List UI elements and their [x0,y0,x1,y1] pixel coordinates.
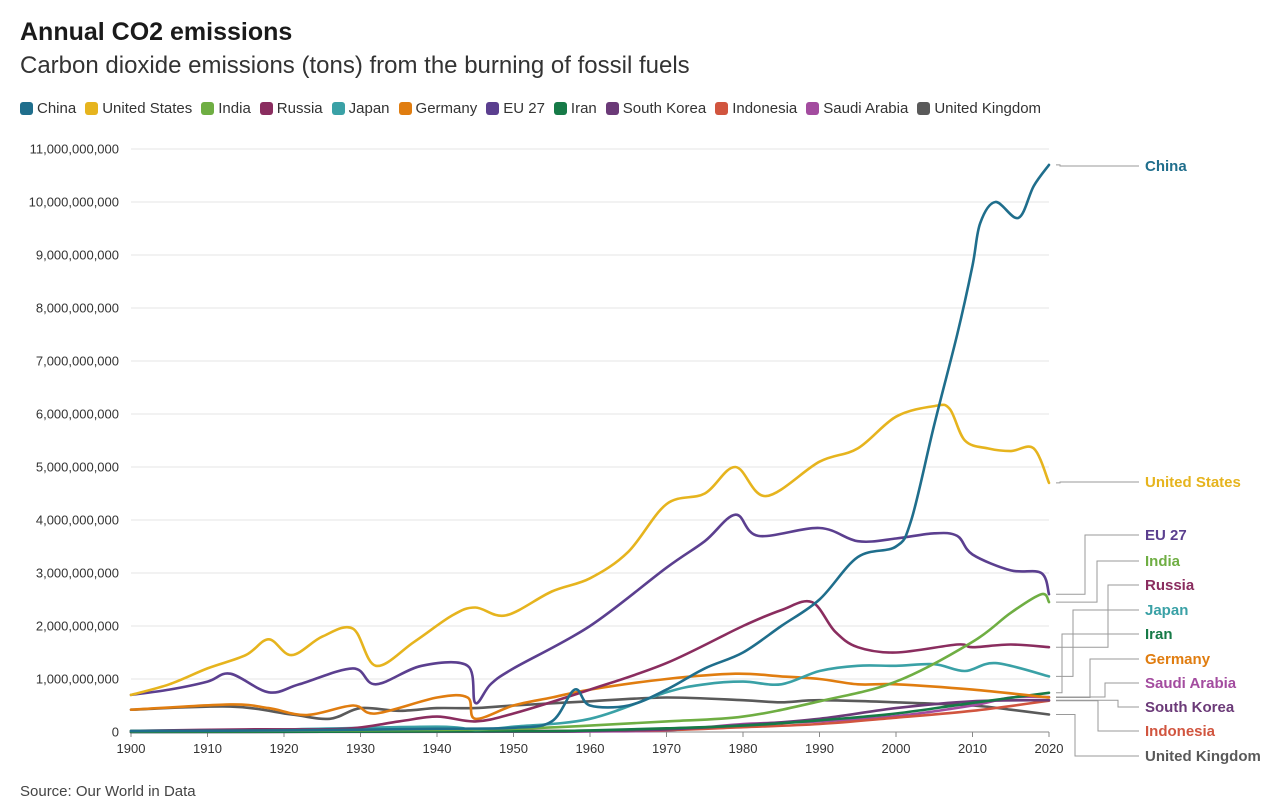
x-tick-label: 2010 [958,741,987,756]
x-tick-label: 2000 [882,741,911,756]
legend-label: United Kingdom [934,100,1042,117]
y-tick-label: 9,000,000,000 [36,248,119,263]
series-line-united-states [129,403,1051,697]
legend-label: Russia [276,100,323,117]
x-tick-label: 1920 [270,741,299,756]
y-tick-label: 2,000,000,000 [36,619,119,634]
line-chart: 0 1,000,000,000 2,000,000,000 3,000,000,000… [29,142,1261,766]
end-label-saudi-arabia: Saudi Arabia [1145,675,1237,692]
legend-label: South Korea [622,100,707,117]
end-label-indonesia: Indonesia [1145,723,1216,740]
leader-line-japan [1056,609,1139,677]
legend-swatch [553,102,567,115]
leader-line-india [1056,560,1139,603]
series-line-iran [129,691,1051,734]
legend-swatch [398,102,412,115]
legend-label: EU 27 [503,100,545,117]
legend-item-iran[interactable]: Iran [553,100,597,117]
legend-item-south-korea[interactable]: South Korea [605,100,707,117]
leader-line-saudi-arabia [1056,682,1139,698]
legend-item-japan[interactable]: Japan [331,100,390,117]
legend: China United States India Russia Japan German… [20,100,1041,117]
y-tick-label: 7,000,000,000 [36,354,119,369]
legend-item-india[interactable]: India [201,100,251,117]
chart-title: Annual CO2 emissions [20,18,293,46]
legend-swatch [331,102,345,115]
leader-line-russia [1056,584,1139,648]
legend-label: Germany [415,100,478,117]
legend-label: Japan [348,100,390,117]
series-lines [129,163,1051,734]
end-label-south-korea: South Korea [1145,699,1235,716]
leader-line-indonesia [1056,700,1139,732]
legend-swatch [259,102,273,115]
x-tick-label: 1950 [499,741,528,756]
x-tick-label: 1930 [346,741,375,756]
end-label-china: China [1145,158,1187,175]
legend-swatch [201,102,215,115]
x-tick-label: 1940 [423,741,452,756]
source-note: Source: Our World in Data [20,783,196,800]
legend-item-united-kingdom[interactable]: United Kingdom [917,100,1041,117]
x-tick-label: 1900 [117,741,146,756]
end-label-iran: Iran [1145,626,1173,643]
y-tick-label: 8,000,000,000 [36,301,119,316]
legend-label: China [37,100,77,117]
x-tick-label: 1980 [729,741,758,756]
legend-label: Iran [570,100,597,117]
y-tick-label: 0 [112,725,119,740]
leader-line-china [1056,164,1139,167]
legend-swatch [806,102,820,115]
y-tick-label: 1,000,000,000 [36,672,119,687]
end-label-united-states: United States [1145,474,1241,491]
series-line-united-kingdom [129,696,1051,721]
legend-swatch [85,102,99,115]
x-tick-label: 1990 [805,741,834,756]
x-tick-label: 1910 [193,741,222,756]
leader-line-united-states [1056,481,1139,484]
series-line-china [129,163,1051,733]
end-label-russia: Russia [1145,577,1195,594]
legend-item-russia[interactable]: Russia [259,100,323,117]
y-tick-label: 10,000,000,000 [29,195,119,210]
legend-swatch [917,102,931,115]
legend-label: Saudi Arabia [823,100,909,117]
legend-item-united-states[interactable]: United States [85,100,192,117]
end-label-japan: Japan [1145,602,1188,619]
legend-swatch [20,102,33,115]
y-tick-label: 3,000,000,000 [36,566,119,581]
y-tick-label: 11,000,000,000 [30,142,119,157]
x-tick-label: 1960 [576,741,605,756]
legend-item-eu-27[interactable]: EU 27 [486,100,545,117]
y-tick-label: 5,000,000,000 [36,460,119,475]
series-line-eu-27 [129,513,1051,705]
leader-line-united-kingdom [1056,714,1139,757]
leader-line-eu-27 [1056,534,1139,595]
legend-swatch [486,102,500,115]
end-label-eu-27: EU 27 [1145,527,1187,544]
legend-swatch [715,102,729,115]
end-label-united-kingdom: United Kingdom [1145,748,1261,765]
leader-line-germany [1056,658,1139,698]
series-line-russia [129,599,1051,733]
legend-label: United States [102,100,193,117]
legend-item-saudi-arabia[interactable]: Saudi Arabia [806,100,908,117]
legend-label: India [218,100,251,117]
legend-swatch [605,102,619,115]
end-label-germany: Germany [1145,651,1211,668]
end-label-india: India [1145,553,1181,570]
x-tick-label: 2020 [1035,741,1064,756]
series-line-germany [129,672,1051,721]
series-line-japan [129,661,1051,733]
x-tick-label: 1970 [652,741,681,756]
legend-label: Indonesia [732,100,798,117]
legend-item-china[interactable]: China [20,100,76,117]
leader-line-iran [1056,633,1139,694]
legend-item-germany[interactable]: Germany [398,100,478,117]
chart-subtitle: Carbon dioxide emissions (tons) from the… [20,52,690,79]
y-tick-label: 6,000,000,000 [36,407,119,422]
y-tick-label: 4,000,000,000 [36,513,119,528]
legend-item-indonesia[interactable]: Indonesia [715,100,797,117]
